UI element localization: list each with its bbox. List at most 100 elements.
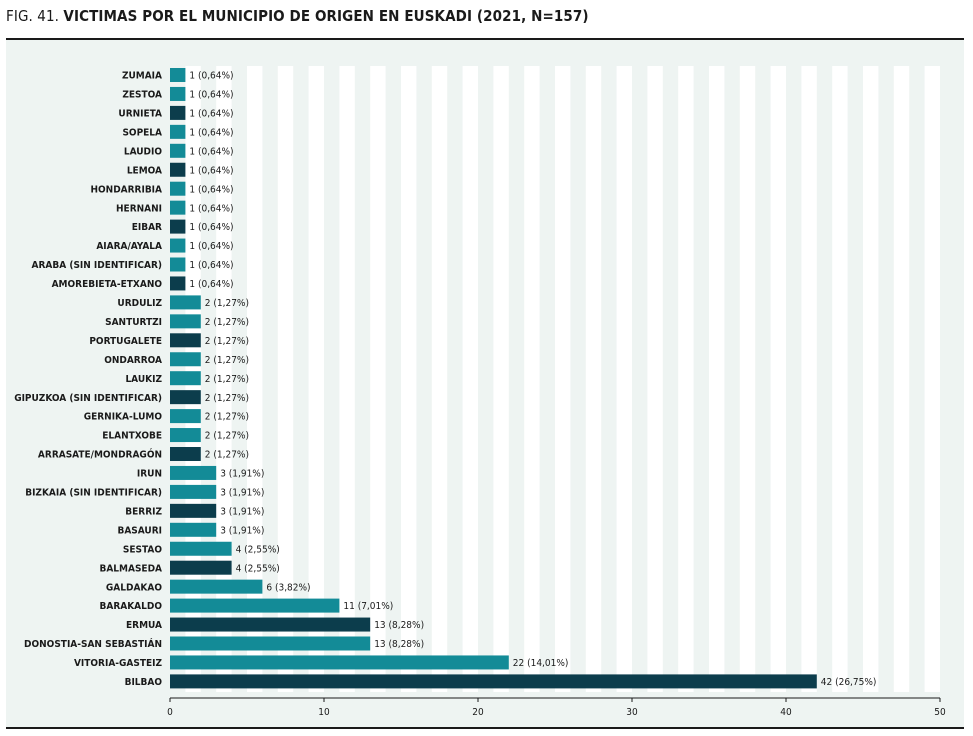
- data-label: 1 (0,64%): [189, 127, 233, 138]
- data-label: 4 (2,55%): [236, 563, 280, 574]
- category-label: BASAURI: [117, 525, 162, 536]
- grid-stripe: [832, 66, 848, 692]
- x-tick-label: 0: [167, 707, 173, 718]
- data-label: 1 (0,64%): [189, 279, 233, 290]
- grid-stripe: [739, 66, 756, 692]
- bar: [170, 409, 201, 424]
- grid-stripe: [216, 66, 232, 692]
- bar: [170, 162, 186, 177]
- bar: [170, 465, 217, 480]
- category-label: LAUKIZ: [125, 374, 162, 385]
- bar: [170, 86, 186, 101]
- bar: [170, 333, 201, 348]
- bar: [170, 276, 186, 291]
- category-label: DONOSTIA-SAN SEBASTIÁN: [24, 637, 162, 650]
- data-label: 11 (7,01%): [343, 601, 393, 612]
- data-label: 22 (14,01%): [513, 658, 569, 669]
- bar: [170, 371, 201, 386]
- bar: [170, 598, 340, 613]
- bar: [170, 295, 201, 310]
- grid-stripe: [524, 66, 540, 692]
- category-label: SOPELA: [122, 127, 162, 138]
- bar: [170, 257, 186, 272]
- bar: [170, 238, 186, 253]
- bar: [170, 541, 232, 556]
- category-label: ARRASATE/MONDRAGÓN: [38, 448, 162, 461]
- grid-stripe: [401, 66, 417, 692]
- bar: [170, 484, 217, 499]
- grid-stripe: [370, 66, 386, 692]
- bar-chart: 0 10 20 30 40 50 ZUMAIA ZESTOA URNIETA SOPELA LAU…: [14, 66, 946, 718]
- data-label: 4 (2,55%): [236, 544, 280, 555]
- grid-stripes: [185, 66, 940, 692]
- category-label: HONDARRIBIA: [90, 184, 162, 195]
- grid-stripe: [585, 66, 602, 692]
- bar: [170, 219, 186, 234]
- category-label: BALMASEDA: [99, 563, 162, 574]
- data-label: 1 (0,64%): [189, 184, 233, 195]
- bar: [170, 655, 509, 670]
- category-label: LEMOA: [127, 165, 162, 176]
- category-label: PORTUGALETE: [89, 336, 162, 347]
- data-label: 2 (1,27%): [205, 355, 249, 366]
- figure-number: FIG. 41.: [6, 7, 60, 25]
- grid-stripe: [893, 66, 910, 692]
- bar: [170, 560, 232, 575]
- category-label: ONDARROA: [104, 355, 162, 366]
- data-label: 1 (0,64%): [189, 203, 233, 214]
- x-tick-label: 40: [780, 707, 792, 718]
- bar: [170, 503, 217, 518]
- data-label: 6 (3,82%): [266, 582, 310, 593]
- grid-stripe: [247, 66, 263, 692]
- data-label: 1 (0,64%): [189, 90, 233, 101]
- grid-stripe: [493, 66, 509, 692]
- data-label: 1 (0,64%): [189, 241, 233, 252]
- bar: [170, 617, 371, 632]
- grid-stripe: [801, 66, 817, 692]
- grid-stripe: [863, 66, 879, 692]
- bar: [170, 352, 201, 367]
- data-label: 3 (1,91%): [220, 488, 264, 499]
- category-label: URNIETA: [118, 109, 162, 120]
- category-label: SESTAO: [123, 544, 162, 555]
- category-label: BERRIZ: [125, 506, 162, 517]
- category-label: SANTURTZI: [105, 317, 162, 328]
- category-label: BARAKALDO: [100, 601, 163, 612]
- grid-stripe: [308, 66, 324, 692]
- figure-title: FIG. 41. VICTIMAS POR EL MUNICIPIO DE OR…: [6, 7, 589, 25]
- x-tick-label: 50: [934, 707, 946, 718]
- category-label: BIZKAIA (SIN IDENTIFICAR): [25, 488, 162, 499]
- bar: [170, 522, 217, 537]
- category-label: EIBAR: [132, 222, 162, 233]
- bar: [170, 636, 371, 651]
- x-tick-label: 10: [318, 707, 330, 718]
- data-label: 13 (8,28%): [374, 620, 424, 631]
- category-label: BILBAO: [125, 677, 163, 688]
- data-label: 42 (26,75%): [821, 677, 877, 688]
- bar: [170, 390, 201, 405]
- data-label: 2 (1,27%): [205, 317, 249, 328]
- grid-stripe: [339, 66, 355, 692]
- data-label: 2 (1,27%): [205, 374, 249, 385]
- grid-stripe: [462, 66, 478, 692]
- bar: [170, 181, 186, 196]
- grid-stripe: [616, 66, 632, 692]
- category-label: IRUN: [137, 469, 162, 480]
- grid-stripe: [770, 66, 786, 692]
- grid-stripe: [924, 66, 940, 692]
- category-label: ZESTOA: [122, 90, 162, 101]
- bar: [170, 143, 186, 158]
- bar: [170, 200, 186, 215]
- bars: [170, 68, 817, 689]
- figure-title-text: VICTIMAS POR EL MUNICIPIO DE ORIGEN EN E…: [63, 7, 589, 25]
- category-label: GIPUZKOA (SIN IDENTIFICAR): [14, 393, 162, 404]
- bottom-rule: [6, 727, 964, 729]
- data-label: 13 (8,28%): [374, 639, 424, 650]
- category-label: URDULIZ: [117, 298, 162, 309]
- data-label: 3 (1,91%): [220, 469, 264, 480]
- grid-stripe: [709, 66, 725, 692]
- bar: [170, 68, 186, 82]
- category-label: ERMUA: [126, 620, 162, 631]
- grid-stripe: [277, 66, 294, 692]
- data-label: 3 (1,91%): [220, 525, 264, 536]
